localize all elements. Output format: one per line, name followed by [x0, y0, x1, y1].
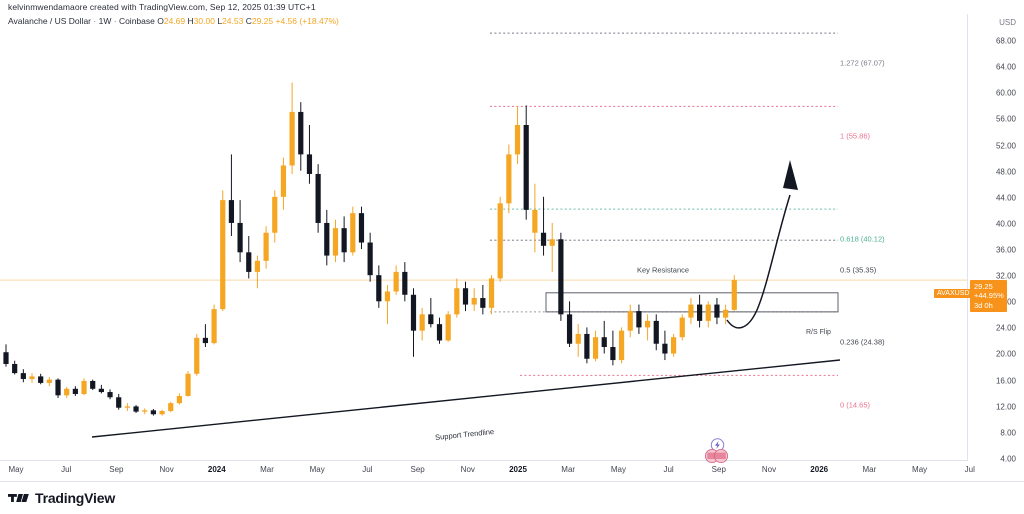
- time-axis-tick: 2026: [810, 465, 829, 474]
- ohlc-close-key: C: [245, 16, 252, 26]
- legend-separator-2: ·: [113, 16, 117, 26]
- time-axis-tick: Mar: [260, 465, 274, 474]
- price-axis-tick: 8.00: [1000, 428, 1016, 438]
- price-axis-tick: 40.00: [995, 219, 1016, 229]
- ohlc-change: +4.56: [275, 16, 298, 26]
- time-axis-tick: May: [309, 465, 325, 474]
- price-axis-tick: 32.00: [995, 271, 1016, 281]
- fib-level-label: 1.272 (67.07): [840, 58, 885, 68]
- fib-level-label: 1 (55.86): [840, 131, 871, 141]
- price-axis-tick: 20.00: [995, 349, 1016, 359]
- time-axis-tick: Jul: [61, 465, 72, 474]
- legend-separator-1: ·: [93, 16, 97, 26]
- ohlc-change-percent: (+18.47%): [299, 16, 339, 26]
- price-axis-tick: 12.00: [995, 402, 1016, 412]
- candlestick-plot[interactable]: [0, 0, 968, 460]
- price-axis-tick: 44.00: [995, 193, 1016, 203]
- time-axis[interactable]: May Jul Sep Nov 2024 Mar May Jul Sep Nov 2025 Mar Ma…: [0, 460, 975, 483]
- price-axis-tick: 4.00: [1000, 454, 1016, 464]
- fib-level-label: 0.236 (24.38): [840, 337, 885, 347]
- rs-flip-label: R/S Flip: [806, 328, 831, 336]
- reaction-badges: [704, 438, 729, 464]
- key-resistance-label: Key Resistance: [633, 265, 693, 275]
- price-axis-tick: 64.00: [995, 62, 1016, 72]
- tradingview-brand-text: TradingView: [35, 490, 116, 506]
- ohlc-low-key: L: [217, 16, 223, 26]
- time-axis-tick: May: [8, 465, 24, 474]
- time-axis-tick: Jul: [362, 465, 373, 474]
- price-axis[interactable]: USD 68.00 64.00 60.00 56.00 52.00 48.00 44.00 4…: [934, 14, 1024, 464]
- time-axis-tick: Sep: [109, 465, 124, 474]
- ohlc-close-value: 29.25: [251, 16, 274, 26]
- footer-bar: TradingView: [0, 481, 1024, 514]
- price-axis-title: USD: [999, 18, 1016, 27]
- ohlc-open-value: 24.69: [163, 16, 186, 26]
- time-axis-tick: Jul: [964, 465, 975, 474]
- time-axis-tick: Mar: [862, 465, 877, 474]
- price-axis-tick: 52.00: [995, 141, 1016, 151]
- legend-symbol[interactable]: Avalanche / US Dollar: [8, 16, 91, 26]
- ohlc-high-value: 30.00: [193, 16, 215, 26]
- time-axis-tick: Nov: [460, 465, 475, 474]
- ohlc-open-key: O: [157, 16, 164, 26]
- legend-exchange: Coinbase: [118, 16, 155, 26]
- time-axis-tick: Nov: [761, 465, 777, 474]
- current-price-change: +44.95%: [974, 291, 1004, 301]
- bar-countdown: 3d 0h: [974, 300, 993, 310]
- symbol-price-tag: AVAXUSD: [934, 289, 973, 299]
- attribution-text: kelvinmwendamaore created with TradingVi…: [8, 2, 316, 12]
- price-axis-tick: 60.00: [995, 88, 1016, 98]
- time-axis-tick: May: [610, 465, 626, 474]
- tradingview-logo[interactable]: TradingView: [8, 490, 115, 506]
- price-axis-tick: 56.00: [995, 114, 1016, 124]
- time-axis-tick: May: [912, 465, 928, 474]
- time-axis-tick: Sep: [711, 465, 726, 474]
- fib-level-label: 0 (14.65): [840, 400, 871, 410]
- price-axis-tick: 16.00: [995, 376, 1016, 386]
- ohlc-high-key: H: [187, 16, 194, 26]
- time-axis-tick: Nov: [159, 465, 174, 474]
- legend-interval[interactable]: 1W: [98, 16, 112, 26]
- time-axis-tick: Sep: [410, 465, 425, 474]
- ohlc-low-value: 24.53: [222, 16, 244, 26]
- price-axis-tick: 68.00: [995, 36, 1016, 46]
- price-axis-tick: 36.00: [995, 245, 1016, 255]
- time-axis-tick: Mar: [561, 465, 576, 474]
- time-axis-tick: Jul: [663, 465, 674, 474]
- tradingview-mark-icon: [8, 494, 29, 502]
- price-axis-tick: 24.00: [995, 323, 1016, 333]
- fib-level-label: 0.5 (35.35): [840, 265, 877, 275]
- price-axis-tick: 48.00: [995, 167, 1016, 177]
- current-price-value: 29.25: [974, 282, 993, 292]
- current-price-tag[interactable]: 29.25 +44.95% 3d 0h: [970, 280, 1007, 312]
- chart-legend: Avalanche / US Dollar · 1W · Coinbase O2…: [8, 16, 339, 26]
- time-axis-tick: 2025: [509, 465, 527, 474]
- time-axis-tick: 2024: [207, 465, 226, 474]
- fib-level-label: 0.618 (40.12): [840, 234, 885, 244]
